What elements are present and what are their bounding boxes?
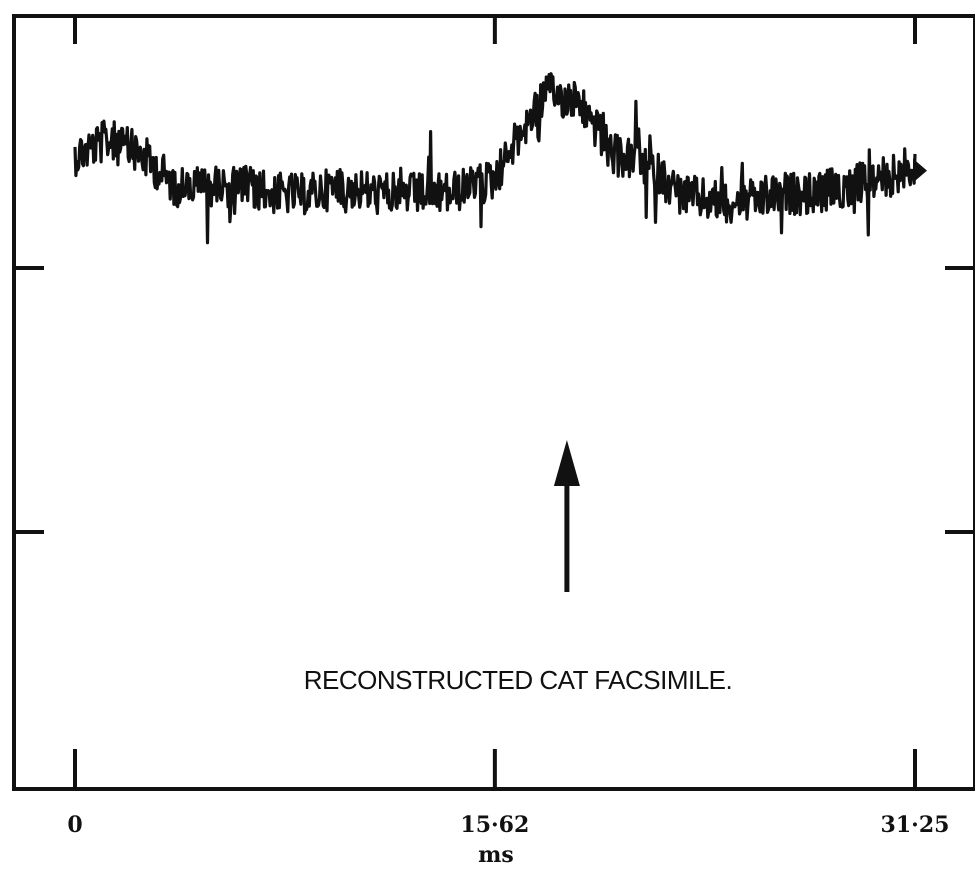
frame-ticks (14, 16, 975, 789)
x-axis-label: ms (478, 842, 514, 868)
annotation-text: RECONSTRUCTED CAT FACSIMILE. (304, 665, 733, 695)
series-group (73, 72, 927, 245)
annotation-group: RECONSTRUCTED CAT FACSIMILE. (304, 440, 733, 695)
x-tick-labels: 0 15·62 31·25 (67, 812, 949, 838)
x-tick-label-1: 15·62 (460, 812, 529, 838)
annotation-arrow-head (553, 440, 580, 486)
series-end-marker (913, 158, 927, 183)
x-tick-label-2: 31·25 (881, 812, 950, 838)
series-line (73, 72, 917, 245)
x-tick-label-0: 0 (67, 812, 82, 838)
